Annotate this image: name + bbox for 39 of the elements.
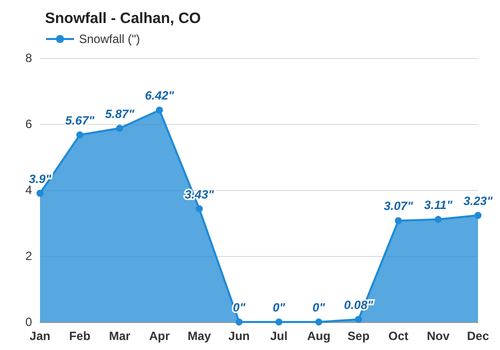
x-tick-label: Jul (270, 329, 288, 343)
y-tick-label: 0 (25, 315, 32, 329)
point (116, 124, 124, 132)
y-tick-label: 6 (25, 117, 32, 131)
point (394, 217, 402, 224)
point (236, 318, 243, 326)
data-label: 3.11" (424, 198, 453, 212)
chart-title: Snowfall - Calhan, CO (45, 10, 202, 27)
point (36, 190, 44, 197)
x-tick-label: Sep (348, 329, 370, 343)
point (76, 131, 84, 138)
y-tick-label: 8 (25, 51, 32, 65)
y-tick-label: 2 (25, 249, 32, 263)
point (156, 106, 163, 114)
data-label: 5.87" (105, 106, 134, 121)
data-label: 3.07" (384, 199, 414, 214)
x-tick-label: Feb (69, 329, 90, 343)
data-label: 5.67" (65, 113, 95, 128)
point (355, 316, 362, 323)
data-label: 0" (312, 300, 326, 314)
point (434, 216, 442, 223)
x-tick-label: May (188, 329, 212, 343)
y-tick-label: 4 (25, 183, 32, 197)
x-tick-label: Oct (388, 329, 408, 343)
point (474, 212, 482, 219)
point (275, 318, 282, 326)
x-tick-label: Apr (149, 329, 170, 343)
point (315, 318, 322, 326)
point (196, 205, 203, 212)
x-tick-label: Jan (30, 329, 50, 343)
data-label: 0" (272, 300, 286, 314)
x-tick-label: Aug (307, 329, 330, 343)
data-label: 6.42" (144, 88, 174, 103)
legend-label: Snowfall (") (79, 32, 140, 46)
data-label: 3.23" (463, 194, 493, 208)
x-tick-label: Nov (426, 329, 450, 343)
x-tick-label: Dec (466, 329, 490, 343)
x-tick-label: Mar (108, 329, 131, 343)
x-tick-label: Jun (228, 329, 250, 343)
